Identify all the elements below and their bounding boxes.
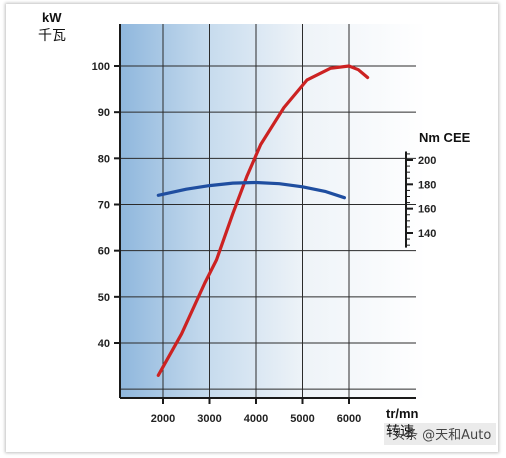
axes: 40 50 60 70 80 90 100 2000 3000 4000 5000 6000 140 16… (92, 24, 436, 425)
x-axis-unit-cn: 转速 (386, 424, 414, 440)
left-axis-unit: kW (42, 10, 62, 25)
right-axis-tick-label: 140 (418, 228, 436, 240)
x-axis-unit: tr/mn (386, 406, 419, 421)
watermark-bg (384, 423, 496, 445)
left-axis-unit-cn: 千瓦 (38, 28, 66, 44)
x-axis-tick-label: 4000 (244, 413, 268, 425)
right-axis-unit: Nm CEE (419, 130, 471, 145)
torque-curve (156, 180, 346, 200)
right-axis-tick-label: 180 (418, 179, 436, 191)
power-torque-chart: 40 50 60 70 80 90 100 2000 3000 4000 5000 6000 140 16… (38, 10, 496, 445)
grid (120, 24, 416, 398)
x-axis-tick-label: 6000 (337, 413, 361, 425)
watermark-text: 头条 @天和Auto (392, 427, 491, 443)
plot-background (120, 24, 426, 398)
left-axis-tick-label: 90 (98, 107, 110, 119)
series (156, 64, 370, 377)
power-curve (156, 64, 370, 377)
left-axis-tick-label: 100 (92, 61, 110, 73)
left-axis-tick-label: 70 (98, 200, 110, 212)
x-axis-tick-label: 3000 (197, 413, 221, 425)
x-axis-tick-label: 5000 (290, 413, 314, 425)
right-axis-tick-label: 200 (418, 155, 436, 167)
x-axis-tick-label: 2000 (151, 413, 175, 425)
chart-frame: 40 50 60 70 80 90 100 2000 3000 4000 5000 6000 140 16… (6, 4, 498, 452)
left-axis-tick-label: 50 (98, 292, 110, 304)
left-axis-tick-label: 60 (98, 246, 110, 258)
right-axis-tick-label: 160 (418, 204, 436, 216)
left-axis-tick-label: 40 (98, 338, 110, 350)
left-axis-tick-label: 80 (98, 153, 110, 165)
